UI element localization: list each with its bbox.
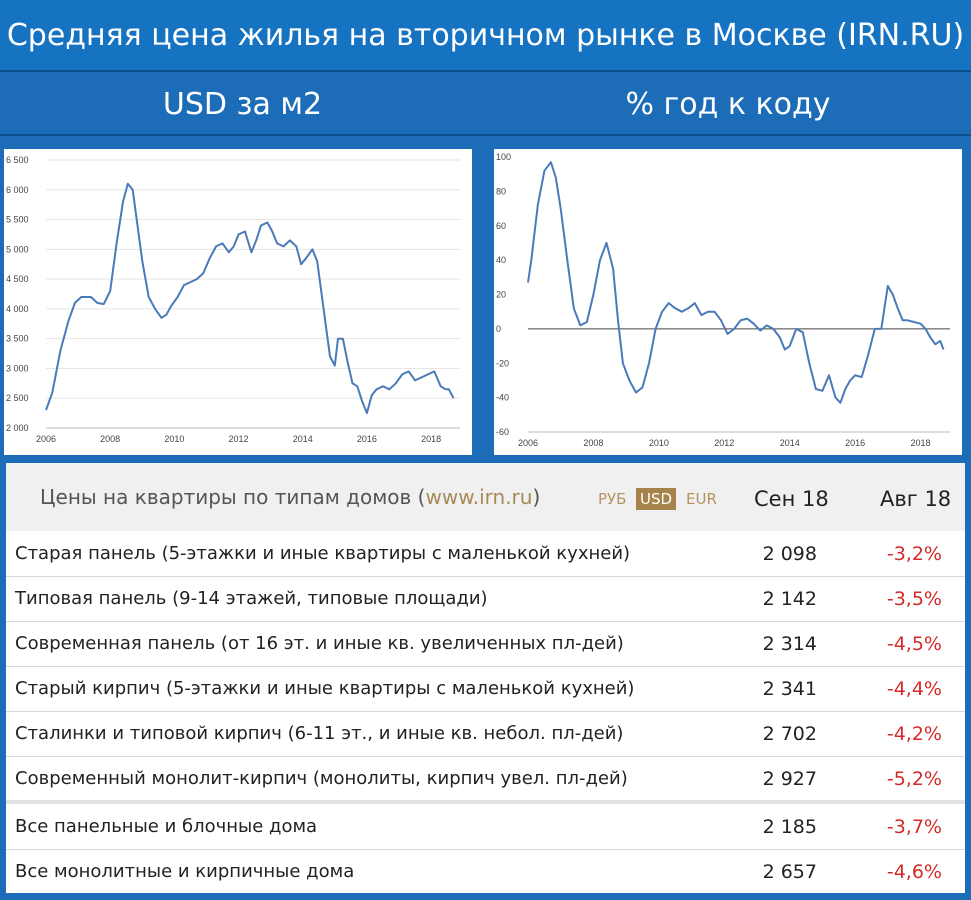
yoy-chart-panel: -60 -40 -20 0 20 40 60 80 100 2006 2008 2010 2012 201… [494, 149, 962, 455]
row-name: Все панельные и блочные дома [15, 816, 318, 837]
x-tick-label: 2010 [164, 434, 184, 444]
y-tick-label: 0 [496, 324, 501, 334]
y-tick-label: -40 [496, 393, 509, 403]
y-tick-label: 100 [496, 152, 511, 162]
row-price: 2 702 [762, 723, 817, 745]
x-tick-label: 2006 [518, 438, 538, 448]
y-tick-label: 2 000 [6, 423, 29, 433]
x-tick-label: 2014 [293, 434, 313, 444]
y-tick-label: 4 500 [6, 274, 29, 284]
summary-row: Все монолитные и кирпичные дома 2 657 -4… [6, 850, 965, 894]
x-tick-label: 2018 [421, 434, 441, 444]
table-row: Современный монолит-кирпич (монолиты, ки… [6, 757, 965, 802]
y-tick-label: 4 000 [6, 304, 29, 314]
currency-rub-button[interactable]: РУБ [598, 490, 627, 508]
x-tick-label: 2016 [357, 434, 377, 444]
y-tick-label: 20 [496, 290, 506, 300]
row-name: Современная панель (от 16 эт. и иные кв.… [15, 633, 624, 654]
row-change: -3,2% [886, 543, 942, 565]
table-caption: Цены на квартиры по типам домов (www.irn… [40, 485, 541, 509]
yoy-chart: -60 -40 -20 0 20 40 60 80 100 2006 2008 2010 2012 201… [496, 152, 950, 448]
row-price: 2 341 [762, 678, 817, 700]
row-change: -4,4% [886, 678, 942, 700]
x-tick-label: 2012 [229, 434, 249, 444]
x-tick-label: 2008 [100, 434, 120, 444]
price-chart: 2 000 2 500 3 000 3 500 4 000 4 500 5 000 5 500… [6, 155, 460, 444]
row-price: 2 314 [762, 633, 817, 655]
table-row: Старый кирпич (5-этажки и иные квартиры … [6, 667, 965, 712]
price-table: Цены на квартиры по типам домов (www.irn… [6, 463, 965, 893]
row-change: -3,7% [886, 816, 942, 838]
x-tick-label: 2008 [583, 438, 603, 448]
row-name: Старый кирпич (5-этажки и иные квартиры … [15, 678, 635, 699]
y-tick-label: 5 000 [6, 244, 29, 254]
table-row: Типовая панель (9-14 этажей, типовые пло… [6, 577, 965, 622]
y-tick-label: 40 [496, 255, 506, 265]
y-tick-label: 60 [496, 221, 506, 231]
table-row: Современная панель (от 16 эт. и иные кв.… [6, 622, 965, 667]
price-chart-panel: 2 000 2 500 3 000 3 500 4 000 4 500 5 000 5 500… [4, 149, 472, 455]
currency-usd-button[interactable]: USD [636, 488, 677, 510]
row-name: Типовая панель (9-14 этажей, типовые пло… [15, 588, 488, 609]
row-price: 2 657 [762, 861, 817, 883]
y-tick-label: 5 500 [6, 215, 29, 225]
page-title: Средняя цена жилья на вторичном рынке в … [0, 0, 971, 70]
row-name: Старая панель (5-этажки и иные квартиры … [15, 543, 631, 564]
y-tick-label: -60 [496, 427, 509, 437]
x-tick-label: 2016 [845, 438, 865, 448]
y-tick-label: 3 500 [6, 334, 29, 344]
currency-eur-button[interactable]: EUR [686, 490, 717, 508]
row-name: Современный монолит-кирпич (монолиты, ки… [15, 768, 628, 789]
row-change: -3,5% [886, 588, 942, 610]
column-current: Сен 18 [754, 487, 829, 511]
row-price: 2 927 [762, 768, 817, 790]
row-change: -4,2% [886, 723, 942, 745]
x-tick-label: 2018 [911, 438, 931, 448]
row-change: -4,5% [886, 633, 942, 655]
x-tick-label: 2012 [714, 438, 734, 448]
x-tick-label: 2014 [780, 438, 800, 448]
row-price: 2 142 [762, 588, 817, 610]
divider [0, 134, 971, 136]
left-chart-title: USD за м2 [162, 86, 323, 122]
row-price: 2 185 [762, 816, 817, 838]
row-change: -4,6% [886, 861, 942, 883]
column-previous: Авг 18 [880, 487, 952, 511]
table-header: Цены на квартиры по типам домов (www.irn… [6, 463, 965, 531]
row-price: 2 098 [762, 543, 817, 565]
summary-row: Все панельные и блочные дома 2 185 -3,7% [6, 805, 965, 850]
y-tick-label: 6 000 [6, 185, 29, 195]
y-tick-label: 3 000 [6, 363, 29, 373]
y-tick-label: 2 500 [6, 393, 29, 403]
row-name: Все монолитные и кирпичные дома [15, 861, 355, 882]
irn-link[interactable]: www.irn.ru [425, 485, 533, 509]
summary-divider [6, 800, 965, 804]
table-row: Сталинки и типовой кирпич (6-11 эт., и и… [6, 712, 965, 757]
series-line [527, 161, 945, 404]
x-tick-label: 2006 [36, 434, 56, 444]
y-tick-label: 80 [496, 186, 506, 196]
y-tick-label: -20 [496, 358, 509, 368]
y-tick-label: 6 500 [6, 155, 29, 165]
x-tick-label: 2010 [649, 438, 669, 448]
divider [0, 70, 971, 72]
table-row: Старая панель (5-этажки и иные квартиры … [6, 532, 965, 577]
right-chart-title: % год к коду [625, 86, 831, 122]
row-change: -5,2% [886, 768, 942, 790]
series-line [45, 182, 455, 415]
row-name: Сталинки и типовой кирпич (6-11 эт., и и… [15, 723, 624, 744]
